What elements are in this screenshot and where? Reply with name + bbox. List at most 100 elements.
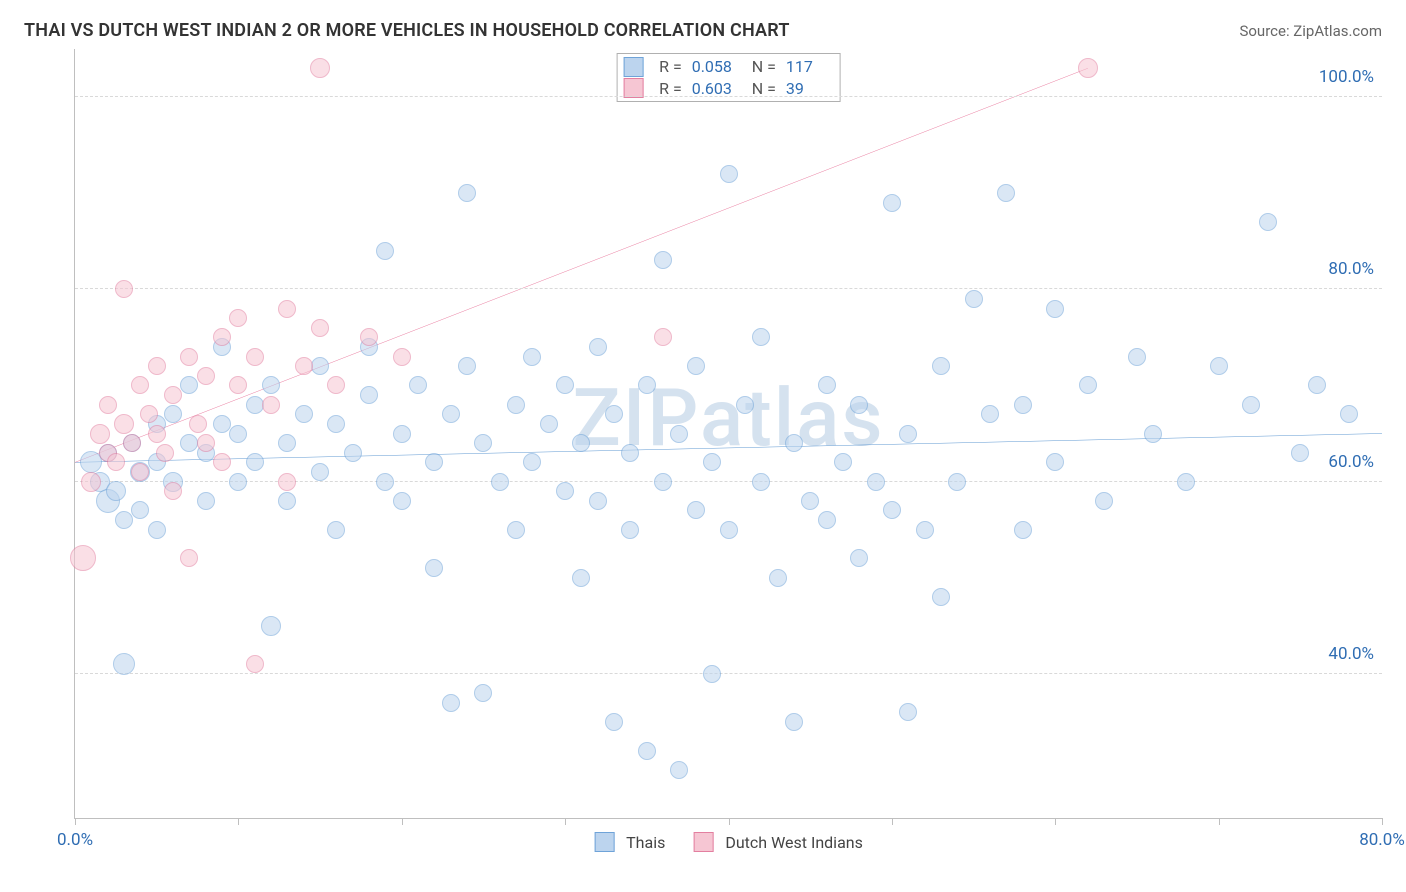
data-point [1242, 396, 1260, 414]
data-point [556, 482, 574, 500]
data-point [1014, 396, 1032, 414]
data-point [180, 549, 198, 567]
data-point [229, 425, 247, 443]
data-point [948, 473, 966, 491]
data-point [1046, 300, 1064, 318]
data-point [932, 357, 950, 375]
data-point [785, 713, 803, 731]
stats-box: R =0.058N =117R =0.603N =39 [616, 53, 841, 102]
data-point [442, 694, 460, 712]
chart-container: THAI VS DUTCH WEST INDIAN 2 OR MORE VEHI… [0, 0, 1406, 892]
y-tick-label: 60.0% [1328, 452, 1374, 472]
y-tick-label: 100.0% [1319, 67, 1374, 87]
data-point [572, 569, 590, 587]
trendline [75, 434, 1382, 463]
data-point [654, 473, 672, 491]
legend: Thais Dutch West Indians [594, 832, 863, 852]
data-point [164, 482, 182, 500]
data-point [123, 434, 141, 452]
data-point [981, 405, 999, 423]
data-point [278, 300, 296, 318]
data-point [654, 328, 672, 346]
data-point [180, 348, 198, 366]
data-point [140, 405, 158, 423]
data-point [213, 453, 231, 471]
x-tick [729, 818, 730, 825]
stat-label: R = [659, 56, 682, 78]
data-point [507, 521, 525, 539]
data-point [442, 405, 460, 423]
data-point [736, 396, 754, 414]
x-tick-label: 80.0% [1359, 830, 1405, 850]
data-point [295, 405, 313, 423]
data-point [589, 338, 607, 356]
x-tick [238, 818, 239, 825]
data-point [883, 194, 901, 212]
data-point [589, 492, 607, 510]
stats-row: R =0.058N =117 [623, 56, 834, 78]
data-point [932, 588, 950, 606]
header: THAI VS DUTCH WEST INDIAN 2 OR MORE VEHI… [24, 20, 1382, 41]
data-point [1046, 453, 1064, 471]
data-point [376, 473, 394, 491]
data-point [752, 328, 770, 346]
data-point [409, 376, 427, 394]
data-point [311, 463, 329, 481]
data-point [1014, 521, 1032, 539]
legend-swatch [623, 57, 643, 77]
data-point [310, 58, 330, 78]
gridline [75, 673, 1382, 674]
data-point [899, 703, 917, 721]
data-point [916, 521, 934, 539]
data-point [393, 425, 411, 443]
legend-item: Thais [594, 832, 665, 852]
data-point [850, 549, 868, 567]
data-point [785, 434, 803, 452]
data-point [197, 492, 215, 510]
data-point [376, 242, 394, 260]
x-tick [1055, 818, 1056, 825]
data-point [523, 453, 541, 471]
data-point [638, 742, 656, 760]
data-point [1078, 58, 1098, 78]
data-point [180, 376, 198, 394]
data-point [1128, 348, 1146, 366]
data-point [425, 453, 443, 471]
data-point [393, 492, 411, 510]
data-point [197, 367, 215, 385]
data-point [114, 414, 134, 434]
gridline [75, 96, 1382, 97]
data-point [148, 521, 166, 539]
data-point [131, 501, 149, 519]
data-point [605, 405, 623, 423]
x-tick [1382, 818, 1383, 825]
y-tick-label: 80.0% [1328, 259, 1374, 279]
data-point [131, 376, 149, 394]
data-point [621, 444, 639, 462]
data-point [148, 425, 166, 443]
data-point [115, 511, 133, 529]
data-point [246, 396, 264, 414]
data-point [164, 386, 182, 404]
data-point [246, 453, 264, 471]
data-point [246, 655, 264, 673]
data-point [311, 357, 329, 375]
data-point [458, 357, 476, 375]
data-point [556, 376, 574, 394]
data-point [262, 376, 280, 394]
data-point [572, 434, 590, 452]
data-point [801, 492, 819, 510]
legend-label: Dutch West Indians [725, 833, 863, 852]
data-point [997, 184, 1015, 202]
data-point [425, 559, 443, 577]
data-point [1095, 492, 1113, 510]
data-point [670, 425, 688, 443]
data-point [1308, 376, 1326, 394]
data-point [327, 415, 345, 433]
data-point [834, 453, 852, 471]
data-point [1259, 213, 1277, 231]
data-point [311, 319, 329, 337]
legend-swatch [693, 832, 713, 852]
data-point [229, 473, 247, 491]
legend-swatch [594, 832, 614, 852]
